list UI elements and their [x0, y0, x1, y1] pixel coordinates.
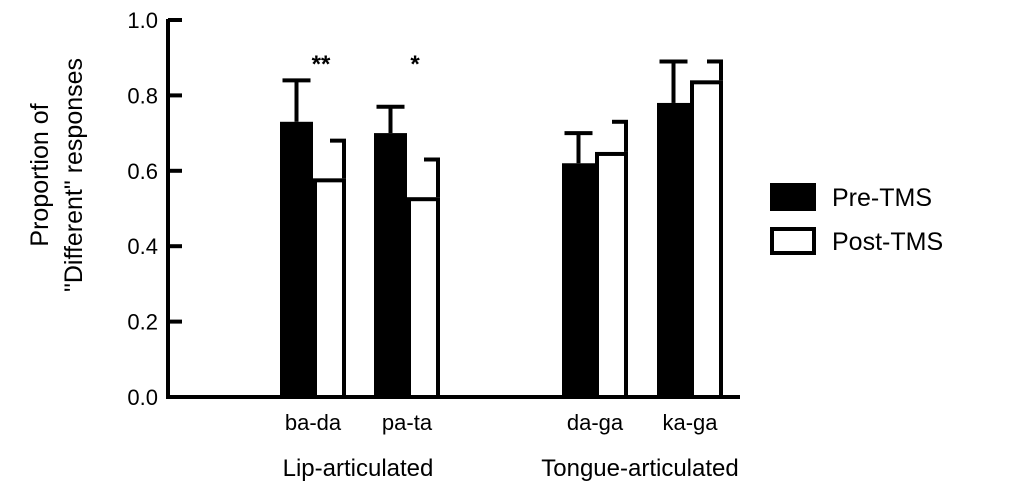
group-label: Lip-articulated: [283, 455, 434, 482]
legend-swatch-pre-tms: [770, 183, 816, 211]
bar-pre-tms-da-ga: [562, 163, 595, 397]
category-label: da-ga: [567, 410, 624, 435]
y-tick-label: 0.8: [127, 83, 158, 108]
group-label: Tongue-articulated: [541, 455, 738, 482]
bar-pre-tms-pa-ta: [374, 133, 407, 397]
y-tick-label: 0.2: [127, 310, 158, 335]
bars-layer: [280, 59, 723, 399]
bar-post-tms-ka-ga: [690, 80, 723, 399]
bar-post-tms-ba-da: [313, 178, 346, 399]
labels-layer: ba-da pa-ta da-ga ka-ga Lip-articulated Tongu…: [283, 51, 739, 482]
axis-layer: 0.0 0.2 0.4 0.6 0.8 1.0 Proportion of "Differen…: [26, 8, 740, 410]
significance-label: *: [410, 51, 420, 78]
legend-label: Post-TMS: [832, 228, 943, 256]
y-tick-label: 1.0: [127, 8, 158, 33]
y-axis-title-line: Proportion of: [26, 103, 54, 246]
y-tick-label: 0.4: [127, 234, 158, 259]
bar-pre-tms-ka-ga: [657, 102, 690, 397]
legend: Pre-TMS Post-TMS: [770, 183, 943, 256]
significance-label: **: [312, 51, 331, 78]
bar-post-tms-pa-ta: [407, 197, 440, 399]
y-tick-label: 0.0: [127, 385, 158, 410]
category-label: ba-da: [285, 410, 342, 435]
bar-post-tms-da-ga: [595, 151, 628, 399]
category-label: ka-ga: [662, 410, 718, 435]
legend-swatch-post-tms: [770, 227, 816, 255]
legend-label: Pre-TMS: [832, 184, 932, 212]
bar-pre-tms-ba-da: [280, 121, 313, 397]
category-label: pa-ta: [382, 410, 433, 435]
y-tick-label: 0.6: [127, 159, 158, 184]
y-axis-title-line: "Different" responses: [60, 58, 88, 292]
